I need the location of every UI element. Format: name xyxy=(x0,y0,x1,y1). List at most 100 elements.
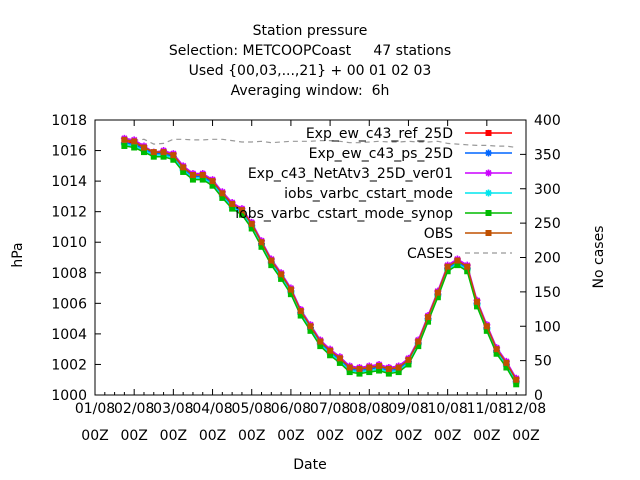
x-tick-label-date: 02/08 xyxy=(114,401,154,417)
series-point xyxy=(346,369,353,376)
x-tick-label-hour: 00Z xyxy=(277,428,304,444)
y-tick-label: 1000 xyxy=(51,388,87,404)
x-tick-label-hour: 00Z xyxy=(434,428,461,444)
x-tick-label-hour: 00Z xyxy=(120,428,147,444)
y-tick-label: 1002 xyxy=(51,357,87,373)
series-point xyxy=(336,355,343,362)
series-point xyxy=(150,149,157,156)
legend-label: iobs_varbc_cstart_mode xyxy=(284,186,453,202)
x-tick-label-hour: 00Z xyxy=(395,428,422,444)
series-point xyxy=(268,257,275,264)
series-point xyxy=(180,164,187,171)
series-point xyxy=(160,149,167,156)
y-tick-label: 1018 xyxy=(51,113,87,129)
series-point xyxy=(248,225,255,232)
x-tick-label-date: 05/08 xyxy=(232,401,272,417)
series-point xyxy=(405,356,412,363)
x-tick-label-hour: 00Z xyxy=(199,428,226,444)
series-point xyxy=(278,271,285,278)
y2-tick-label: 50 xyxy=(534,354,552,370)
series-point xyxy=(238,207,245,214)
series-point xyxy=(376,362,383,369)
series-point xyxy=(415,343,422,350)
series-point xyxy=(209,178,216,185)
series-point xyxy=(483,327,490,334)
x-tick-label-date: 04/08 xyxy=(192,401,232,417)
y2-tick-label: 100 xyxy=(534,319,561,335)
series-point xyxy=(140,144,147,151)
legend-label: OBS xyxy=(424,226,453,242)
y-tick-label: 1010 xyxy=(51,235,87,251)
legend-marker xyxy=(485,210,492,216)
y-tick-label: 1004 xyxy=(51,327,87,343)
series-point xyxy=(425,318,432,325)
series-line-cases xyxy=(124,138,517,149)
y2-axis-label: No cases xyxy=(591,226,607,289)
y-axis-label: hPa xyxy=(10,242,26,267)
series-point xyxy=(121,136,128,143)
x-axis-label: Date xyxy=(293,457,326,473)
series-point xyxy=(327,352,334,359)
y2-tick-label: 150 xyxy=(534,285,561,301)
series-point xyxy=(160,153,167,160)
legend-marker xyxy=(485,189,492,197)
title-line-1: Station pressure xyxy=(253,23,368,39)
x-tick-label-date: 01/08 xyxy=(75,401,115,417)
legend-marker xyxy=(485,230,492,236)
series-point xyxy=(376,367,383,374)
series-point xyxy=(474,298,481,305)
series-point xyxy=(385,366,392,373)
legend-label: Exp_ew_c43_ref_25D xyxy=(306,126,453,142)
series-point xyxy=(434,294,441,301)
series-point xyxy=(248,220,255,227)
series-point xyxy=(297,307,304,314)
series-point xyxy=(503,364,510,371)
series-point xyxy=(483,323,490,330)
y-tick-label: 1016 xyxy=(51,144,87,160)
series-OBS xyxy=(121,136,520,383)
title-line-3: Used {00,03,...,21} + 00 01 02 03 xyxy=(189,63,432,79)
y2-tick-label: 200 xyxy=(534,251,561,267)
series-point xyxy=(356,370,363,377)
series-point xyxy=(415,338,422,345)
plot-area xyxy=(120,134,520,388)
series-point xyxy=(444,268,451,275)
series-point xyxy=(317,343,324,350)
x-tick-label-date: 03/08 xyxy=(153,401,193,417)
series-point xyxy=(366,364,373,371)
x-tick-label-hour: 00Z xyxy=(238,428,265,444)
x-tick-label-hour: 00Z xyxy=(512,428,539,444)
series-point xyxy=(307,323,314,330)
series-point xyxy=(209,182,216,189)
series-point xyxy=(356,366,363,373)
series-point xyxy=(199,172,206,178)
x-tick-label-date: 10/08 xyxy=(427,401,467,417)
x-tick-label-date: 09/08 xyxy=(388,401,428,417)
legend-marker xyxy=(485,169,492,177)
series-point xyxy=(170,152,177,159)
series-point xyxy=(268,262,275,269)
legend-label: CASES xyxy=(407,246,453,262)
series-iobs_varbc_cstart_mode_synop xyxy=(121,142,520,388)
series-point xyxy=(513,376,520,383)
series-point xyxy=(493,350,500,357)
x-tick-label-date: 07/08 xyxy=(310,401,350,417)
series-point xyxy=(170,156,177,163)
series-point xyxy=(307,327,314,334)
series-point xyxy=(317,338,324,345)
series-point xyxy=(385,370,392,377)
series-point xyxy=(395,364,402,371)
legend-label: Exp_ew_c43_ps_25D xyxy=(309,146,453,162)
series-point xyxy=(131,138,138,145)
series-point xyxy=(464,268,471,275)
y2-tick-label: 300 xyxy=(534,182,561,198)
series-point xyxy=(474,303,481,310)
series-point xyxy=(425,314,432,321)
x-tick-label-hour: 00Z xyxy=(81,428,108,444)
y-tick-label: 1014 xyxy=(51,174,87,190)
tick-labels: 1000100210041006100810101012101410161018… xyxy=(51,113,560,444)
series-point xyxy=(258,239,265,246)
title-line-2: Selection: METCOOPCoast 47 stations xyxy=(169,43,451,59)
x-tick-label-date: 11/08 xyxy=(467,401,507,417)
